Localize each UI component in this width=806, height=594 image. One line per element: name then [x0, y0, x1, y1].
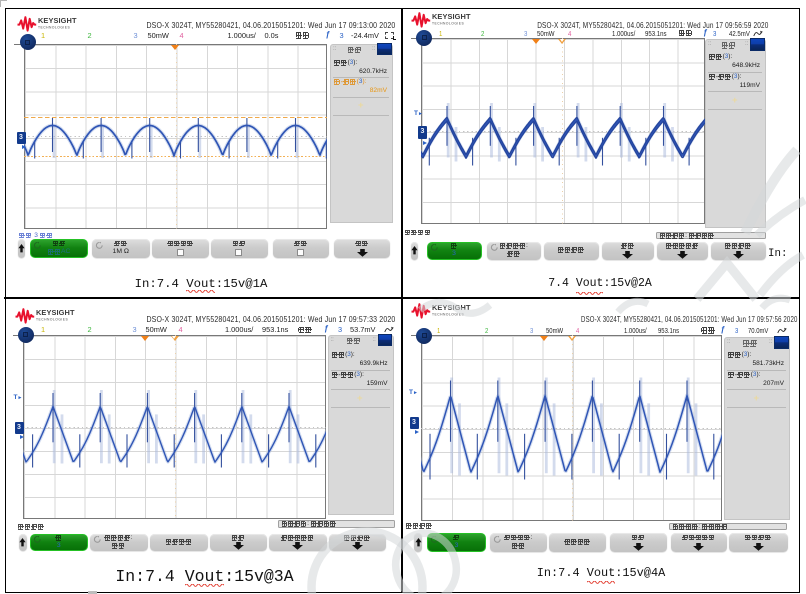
svg-text:TECHNOLOGIES: TECHNOLOGIES	[432, 21, 464, 25]
svg-text:TECHNOLOGIES: TECHNOLOGIES	[38, 26, 70, 30]
svg-text:KEYSIGHT: KEYSIGHT	[432, 12, 471, 21]
svg-text:KEYSIGHT: KEYSIGHT	[432, 303, 471, 312]
svg-text:TECHNOLOGIES: TECHNOLOGIES	[36, 318, 68, 322]
svg-text:TECHNOLOGIES: TECHNOLOGIES	[432, 313, 464, 317]
svg-text:KEYSIGHT: KEYSIGHT	[38, 16, 77, 25]
svg-text:KEYSIGHT: KEYSIGHT	[36, 308, 75, 317]
